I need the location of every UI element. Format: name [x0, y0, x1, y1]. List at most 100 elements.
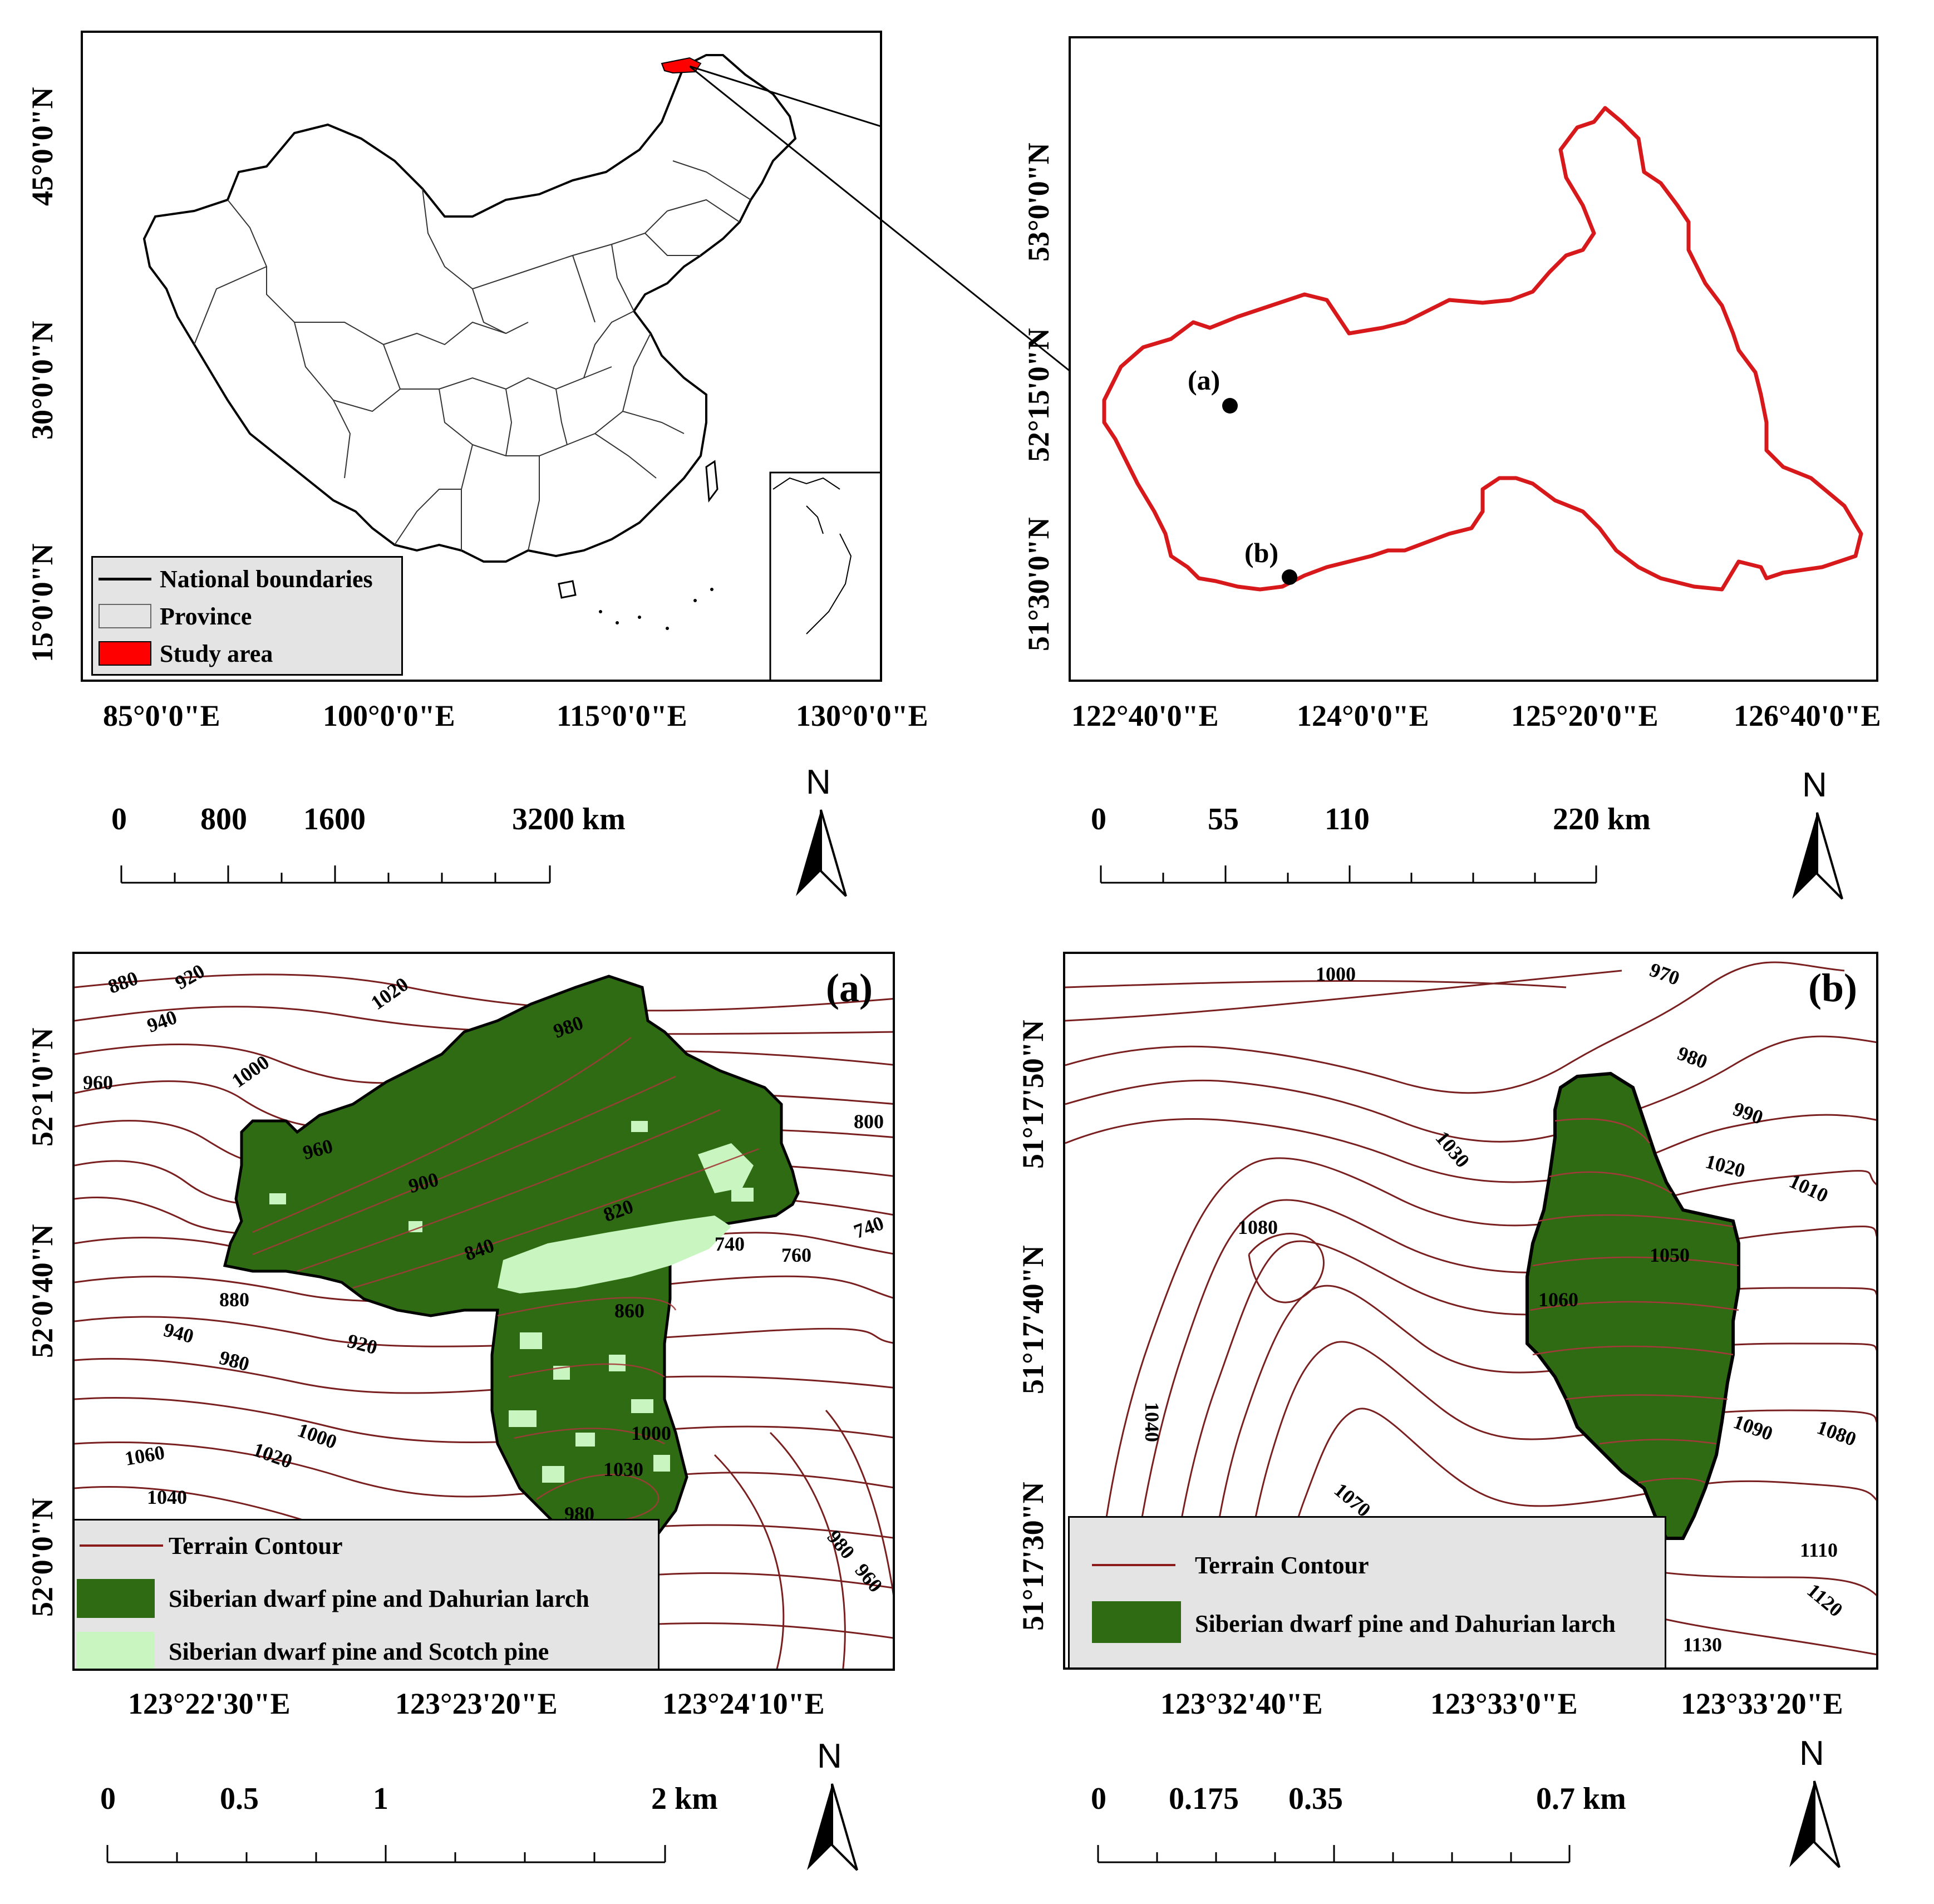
point-a-label: (a) [1188, 365, 1221, 396]
legend-swatch-larch-b [1092, 1601, 1181, 1643]
study-xtick-4: 126°40'0"E [1734, 699, 1881, 732]
point-b-label: (b) [1244, 537, 1279, 568]
contour-label: 1060 [1538, 1288, 1578, 1311]
legend-swatch-scotch [77, 1632, 155, 1669]
study-ytick-1: 53°0'0"N [1022, 142, 1055, 262]
china-ytick-3: 15°0'0"N [26, 543, 59, 662]
contour-label: 1000 [1316, 963, 1356, 985]
site-b-scale-3: 0.7 km [1536, 1782, 1626, 1816]
site-b-scale-0: 0 [1091, 1782, 1106, 1816]
point-b-marker [1282, 569, 1297, 585]
site-a-tag: (a) [826, 966, 873, 1010]
site-b-tag: (b) [1808, 966, 1857, 1010]
contour-label: 860 [614, 1300, 644, 1322]
legend-label-national: National boundaries [160, 565, 373, 593]
china-scale-2: 1600 [303, 802, 366, 837]
legend-swatch-province [99, 604, 151, 628]
site-b-ytick-3: 51°17'30"N [1016, 1482, 1050, 1631]
study-area-boundary [1102, 106, 1863, 592]
site-a-scale-bar: 0 0.5 1 2 km [100, 1781, 718, 1870]
contour-label: 1040 [147, 1486, 187, 1508]
site-b-legend: Terrain Contour Siberian dwarf pine and … [1068, 1516, 1666, 1667]
china-scale-3: 3200 km [512, 802, 626, 837]
study-xtick-1: 122°40'0"E [1071, 699, 1219, 732]
contour-label: 1030 [603, 1458, 643, 1480]
study-ytick-3: 51°30'0"N [1022, 517, 1055, 651]
site-a-panel: 880 920 940 960 1000 1020 980 960 900 82… [0, 935, 968, 1904]
site-a-legend: Terrain Contour Siberian dwarf pine and … [75, 1519, 660, 1669]
legend-label-larch: Siberian dwarf pine and Dahurian larch [169, 1585, 589, 1612]
study-scale-3: 220 km [1553, 802, 1651, 837]
point-a-marker [1222, 398, 1238, 414]
legend-label-contour-b: Terrain Contour [1195, 1552, 1369, 1579]
china-scale-1: 800 [200, 802, 247, 837]
province-boundaries [194, 160, 751, 551]
study-area-frame: (a) (b) [1069, 36, 1878, 682]
contour-label: 1040 [1141, 1402, 1163, 1442]
china-legend: National boundaries Province Study area [91, 556, 403, 676]
china-map-canvas [142, 54, 880, 680]
site-a-north-arrow: N [801, 1736, 863, 1876]
contour-label: 740 [715, 1233, 745, 1255]
site-b-north-label: N [1799, 1734, 1824, 1773]
site-b-ytick-2: 51°17'40"N [1016, 1245, 1050, 1394]
china-xtick-4: 130°0'0"E [796, 699, 928, 732]
site-b-xtick-3: 123°33'20"E [1681, 1687, 1843, 1720]
legend-swatch-contour-b [1092, 1564, 1175, 1566]
study-area-shape [661, 57, 702, 74]
contour-label: 1050 [1650, 1244, 1690, 1266]
study-north-arrow: N [1787, 765, 1848, 904]
study-area-canvas [1102, 106, 1863, 592]
site-a-scotch-pine-patches [269, 1121, 754, 1483]
site-a-north-label: N [817, 1737, 842, 1775]
study-scale-0: 0 [1091, 802, 1106, 837]
site-b-scale-2: 0.35 [1288, 1782, 1343, 1816]
site-a-ytick-1: 52°1'0"N [26, 1027, 59, 1147]
china-xtick-1: 85°0'0"E [103, 699, 220, 732]
legend-swatch-national [99, 578, 151, 580]
legend-label-larch-b: Siberian dwarf pine and Dahurian larch [1195, 1610, 1616, 1637]
site-b-canvas [1065, 961, 1876, 1667]
site-b-scale-1: 0.175 [1169, 1782, 1239, 1816]
legend-label-scotch: Siberian dwarf pine and Scotch pine [169, 1638, 549, 1665]
study-scale-2: 110 [1325, 802, 1370, 837]
site-b-north-arrow: N [1784, 1734, 1845, 1873]
site-a-ytick-3: 52°0'0"N [26, 1498, 59, 1617]
site-a-scale-0: 0 [100, 1782, 116, 1816]
legend-label-study-area: Study area [160, 640, 273, 667]
contour-label: 880 [219, 1288, 249, 1311]
legend-swatch-larch [77, 1579, 155, 1618]
china-map-panel: National boundaries Province Study area … [0, 0, 968, 935]
study-scale-1: 55 [1208, 802, 1239, 837]
site-b-ytick-1: 51°17'50"N [1016, 1020, 1050, 1169]
site-a-frame: 880 920 940 960 1000 1020 980 960 900 82… [72, 952, 895, 1671]
china-north-arrow: N [790, 762, 852, 902]
site-b-xtick-2: 123°33'0"E [1430, 1687, 1578, 1720]
china-xtick-3: 115°0'0"E [557, 699, 687, 732]
site-a-scale-3: 2 km [651, 1782, 718, 1816]
study-ytick-2: 52°15'0"N [1022, 328, 1055, 462]
site-b-contours [1065, 961, 1876, 1667]
legend-swatch-contour [80, 1544, 163, 1547]
site-b-larch-stand [1525, 1071, 1740, 1540]
site-a-xtick-1: 123°22'30"E [128, 1687, 291, 1720]
site-a-xtick-3: 123°24'10"E [662, 1687, 825, 1720]
contour-label: 960 [83, 1071, 113, 1094]
legend-label-province: Province [160, 603, 252, 630]
china-ytick-2: 30°0'0"N [26, 321, 59, 440]
legend-swatch-study-area [99, 641, 151, 666]
south-china-sea-inset [769, 471, 880, 680]
site-b-xtick-1: 123°32'40"E [1160, 1687, 1323, 1720]
china-national-boundary [142, 54, 797, 563]
study-xtick-2: 124°0'0"E [1297, 699, 1429, 732]
study-scale-bar: 0 55 110 220 km [1091, 801, 1651, 890]
contour-label: 1080 [1238, 1216, 1278, 1238]
contour-label: 800 [854, 1110, 884, 1133]
site-a-scale-2: 1 [373, 1782, 388, 1816]
site-a-ytick-2: 52°0'40"N [26, 1224, 59, 1358]
contour-label: 1000 [631, 1422, 671, 1444]
site-a-scale-1: 0.5 [220, 1782, 259, 1816]
contour-label: 1130 [1683, 1634, 1723, 1656]
site-b-frame: 1000 970 980 990 1030 1020 1010 1080 105… [1063, 952, 1878, 1670]
site-b-panel: 1000 970 980 990 1030 1020 1010 1080 105… [968, 935, 1934, 1904]
